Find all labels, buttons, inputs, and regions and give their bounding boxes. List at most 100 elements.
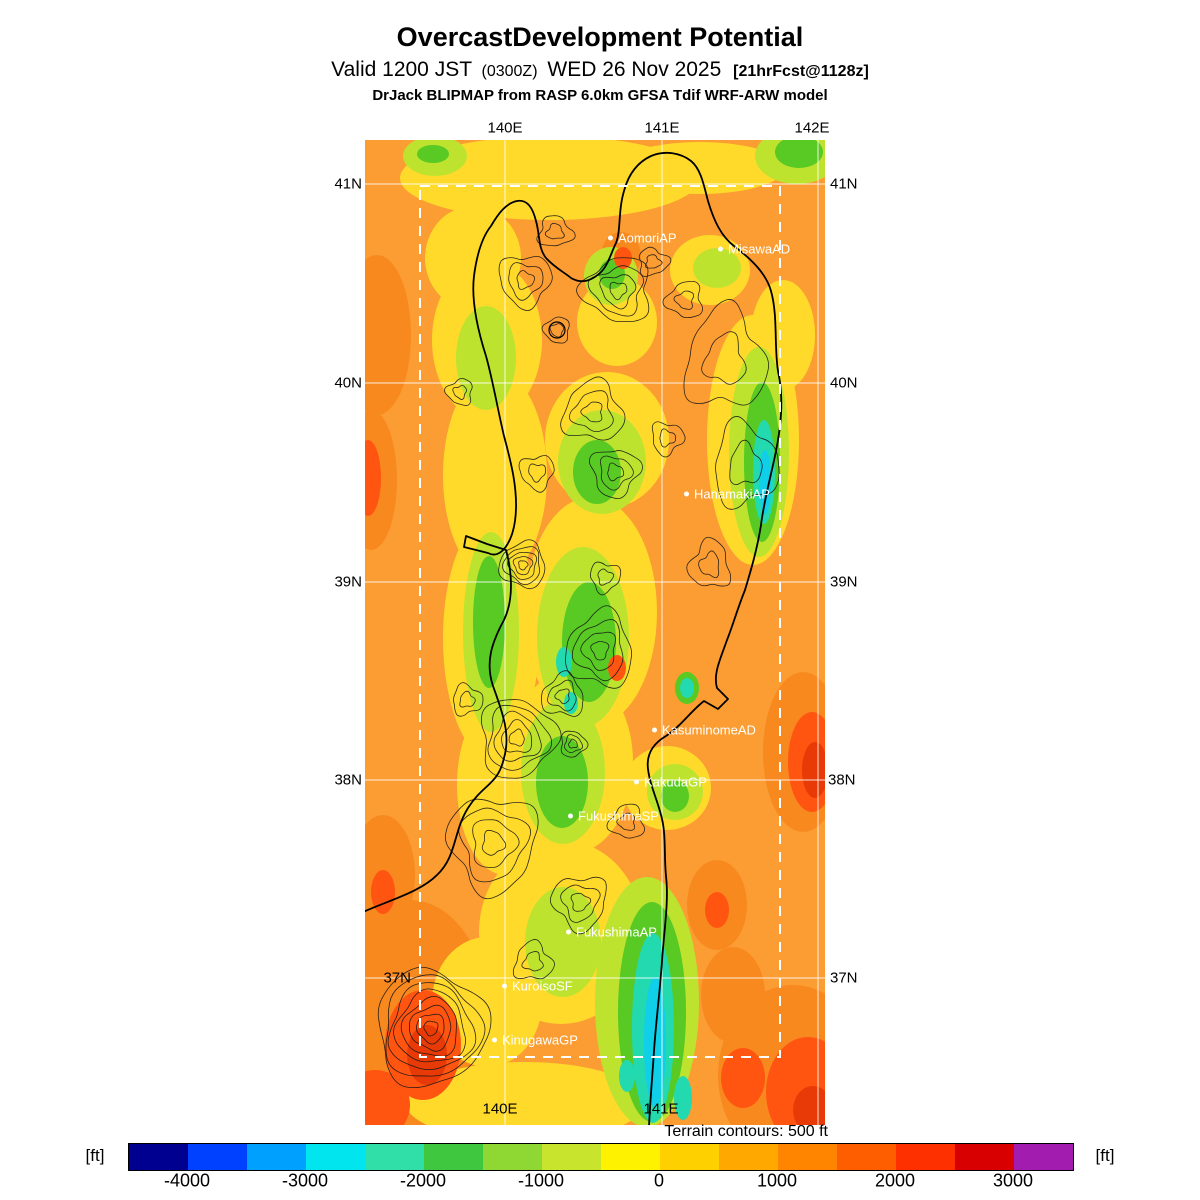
terrain-contour-line — [498, 255, 553, 311]
terrain-contour-line — [512, 939, 555, 980]
station-label-kakudagp: KakudaGP — [634, 775, 707, 790]
station-name: KakudaGP — [644, 774, 707, 790]
terrain-contour-line — [569, 390, 614, 433]
terrain-contour-line — [616, 812, 636, 831]
terrain-contour-line — [445, 798, 539, 900]
terrain-contour-line — [536, 215, 576, 247]
terrain-contour-line — [541, 316, 570, 344]
lon-label-top-140e: 140E — [487, 119, 523, 137]
station-marker-icon — [684, 491, 689, 497]
terrain-contour-line — [377, 966, 492, 1089]
colorbar-unit-left: [ft] — [85, 1146, 105, 1165]
station-marker-icon — [566, 929, 571, 935]
colorbar-segment — [955, 1144, 1014, 1170]
colorbar-segment — [601, 1144, 660, 1170]
terrain-contour-line — [423, 1020, 439, 1037]
terrain-contour-line — [481, 699, 562, 779]
lon-label-bottom-140e: 140E — [482, 1100, 518, 1118]
terrain-contour-line — [549, 323, 565, 338]
lat-label-right-39n: 39N — [830, 573, 858, 591]
terrain-contour-line — [599, 274, 637, 310]
station-label-hanamakiap: HanamakiAP — [684, 487, 770, 502]
lake-outline — [548, 321, 566, 339]
colorbar-tick: 3000 — [992, 1170, 1034, 1191]
station-label-kuroisosf: KuroisoSF — [502, 979, 573, 994]
terrain-contour-line — [549, 876, 607, 935]
station-marker-icon — [634, 779, 639, 785]
station-label-kasuminomead: KasuminomeAD — [652, 723, 756, 738]
colorbar-tick: -1000 — [517, 1170, 565, 1191]
terrain-contour-line — [570, 892, 592, 912]
terrain-contour-line — [472, 819, 520, 868]
terrain-contour-line — [662, 280, 703, 319]
terrain-contour-line — [387, 982, 477, 1070]
terrain-contour-line — [544, 222, 565, 240]
valid-time-line: Valid 1200 JST (0300Z) WED 26 Nov 2025 [… — [0, 58, 1200, 82]
terrain-contour-line — [673, 290, 695, 310]
terrain-contour-line — [651, 421, 686, 458]
terrain-contour-line — [560, 884, 601, 923]
colorbar-tick: -3000 — [281, 1170, 329, 1191]
terrain-contour-line — [459, 690, 476, 708]
terrain-contour-line — [701, 331, 747, 385]
terrain-contour-line — [729, 439, 763, 486]
lon-label-top-141e: 141E — [644, 119, 680, 137]
colorbar-segment — [660, 1144, 719, 1170]
terrain-contour-line — [508, 262, 544, 301]
station-name: FukushimaSP — [578, 808, 659, 824]
terrain-contour-line — [554, 688, 570, 705]
station-label-kinugawagp: KinugawaGP — [492, 1033, 578, 1048]
terrain-contour-line — [715, 416, 780, 510]
station-name: HanamakiAP — [694, 486, 770, 502]
terrain-contour-line — [645, 254, 663, 269]
station-marker-icon — [718, 246, 723, 252]
colorbar-segment — [247, 1144, 306, 1170]
terrain-contour-line — [518, 560, 529, 571]
terrain-contour-line — [638, 246, 672, 277]
colorbar-segment — [778, 1144, 837, 1170]
valid-date: WED 26 Nov 2025 — [547, 58, 722, 81]
terrain-contour-line — [560, 376, 626, 441]
terrain-contours-note: Terrain contours: 500 ft — [664, 1123, 828, 1140]
terrain-contour-line — [540, 670, 584, 717]
terrain-contour-line — [508, 728, 525, 747]
station-name: KinugawaGP — [502, 1032, 578, 1048]
terrain-contour-line — [589, 561, 622, 596]
station-marker-icon — [608, 235, 613, 241]
lon-label-bottom-141e: 141E — [643, 1100, 679, 1118]
station-name: MisawaAD — [728, 241, 791, 257]
model-source-line: DrJack BLIPMAP from RASP 6.0km GFSA Tdif… — [372, 87, 828, 104]
terrain-contour-line — [571, 619, 624, 682]
terrain-contour-line — [597, 568, 615, 586]
colorbar-tick: -4000 — [163, 1170, 211, 1191]
terrain-contour-line — [580, 401, 603, 423]
station-marker-icon — [492, 1037, 497, 1043]
terrain-contour-line — [416, 1013, 445, 1045]
terrain-contour-line — [409, 1004, 452, 1052]
terrain-contour-line — [481, 829, 507, 856]
colorbar-segment — [896, 1144, 955, 1170]
terrain-contour-line — [444, 378, 473, 406]
station-marker-icon — [652, 727, 657, 733]
colorbar-segments — [128, 1143, 1074, 1171]
terrain-contour-line — [528, 463, 547, 483]
terrain-contour-line — [576, 257, 650, 322]
colorbar-segment — [306, 1144, 365, 1170]
coastline — [365, 151, 783, 1125]
terrain-contour-line — [560, 730, 589, 758]
colorbar-segment — [837, 1144, 896, 1170]
lat-label-left-41n: 41N — [334, 175, 362, 193]
terrain-contour-line — [565, 605, 632, 689]
terrain-contour-line — [516, 270, 535, 290]
lon-label-top-142e: 142E — [794, 119, 830, 137]
terrain-contour-line — [588, 450, 643, 499]
station-name: FukushimaAP — [576, 924, 657, 940]
terrain-contour-line — [498, 539, 546, 590]
terrain-contour-line — [507, 551, 538, 581]
terrain-contour-line — [518, 455, 555, 493]
colorbar-segment — [129, 1144, 188, 1170]
colorbar-unit-right: [ft] — [1095, 1146, 1115, 1165]
terrain-contour-line — [607, 462, 625, 482]
station-label-fukushimasp: FukushimaSP — [568, 809, 659, 824]
